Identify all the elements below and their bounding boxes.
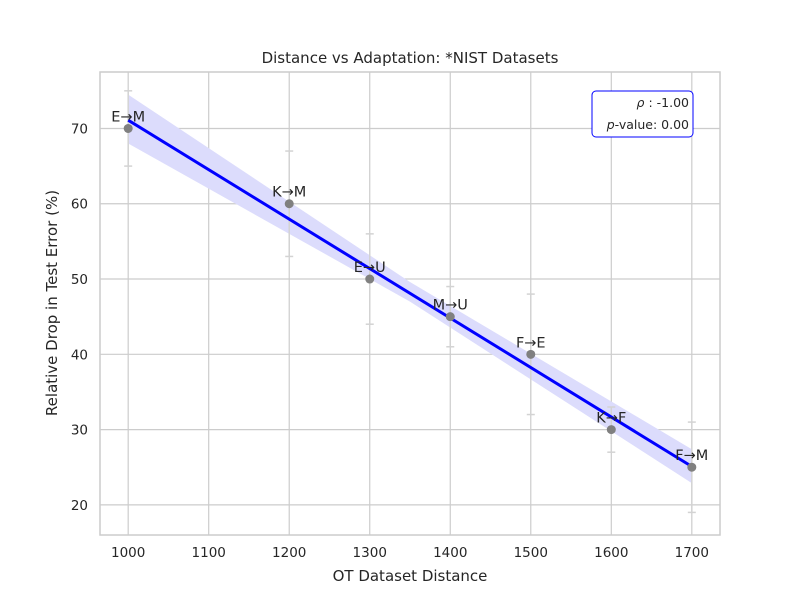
data-point [526,349,536,359]
y-axis-label: Relative Drop in Test Error (%) [43,190,61,416]
rho-symbol: ρ [637,95,645,110]
data-point [365,274,375,284]
y-tick-label: 60 [71,197,88,213]
p-value: -value: 0.00 [615,117,689,132]
rho-stat: ρ : -1.00 [637,95,689,110]
data-points [123,123,697,472]
confidence-band [128,94,692,484]
x-tick-label: 1600 [594,545,628,561]
point-label: K→M [272,185,306,201]
x-tick-label: 1300 [353,545,387,561]
data-point [445,312,455,322]
y-tick-label: 20 [71,498,88,514]
y-tick-label: 40 [71,347,88,363]
point-label: E→U [354,260,386,276]
plot-frame [99,71,721,536]
data-point [123,123,133,133]
x-tick-label: 1700 [675,545,709,561]
rho-value: : -1.00 [644,95,689,110]
regression-line [127,118,693,468]
point-label: F→E [516,335,546,351]
data-point [284,199,294,209]
chart-title: Distance vs Adaptation: *NIST Datasets [262,49,559,67]
point-label: K→F [596,411,626,427]
x-tick-label: 1200 [272,545,306,561]
y-tick-label: 30 [71,423,88,439]
y-tick-label: 70 [71,121,88,137]
p-symbol: p [606,117,615,132]
x-tick-label: 1000 [111,545,145,561]
point-label: M→U [433,298,468,314]
data-point [687,462,697,472]
stats-box: ρ : -1.00 p-value: 0.00 [591,90,694,138]
x-tick-label: 1400 [433,545,467,561]
x-tick-label: 1100 [192,545,226,561]
regression-line-group [127,118,693,468]
point-labels: E→M K→M E→U M→U F→E K→F F→M [111,109,708,464]
x-axis-label: OT Dataset Distance [333,567,488,585]
point-label: E→M [111,109,145,125]
stats-box-frame [591,90,694,138]
y-tick-label: 50 [71,272,88,288]
confidence-band-area [128,94,692,484]
tick-labels: 1000 1100 1200 1300 1400 1500 1600 1700 20 30 40 50… [71,121,709,561]
point-label: F→M [675,448,708,464]
x-tick-label: 1500 [514,545,548,561]
data-point [606,425,616,435]
p-value-stat: p-value: 0.00 [606,117,689,132]
